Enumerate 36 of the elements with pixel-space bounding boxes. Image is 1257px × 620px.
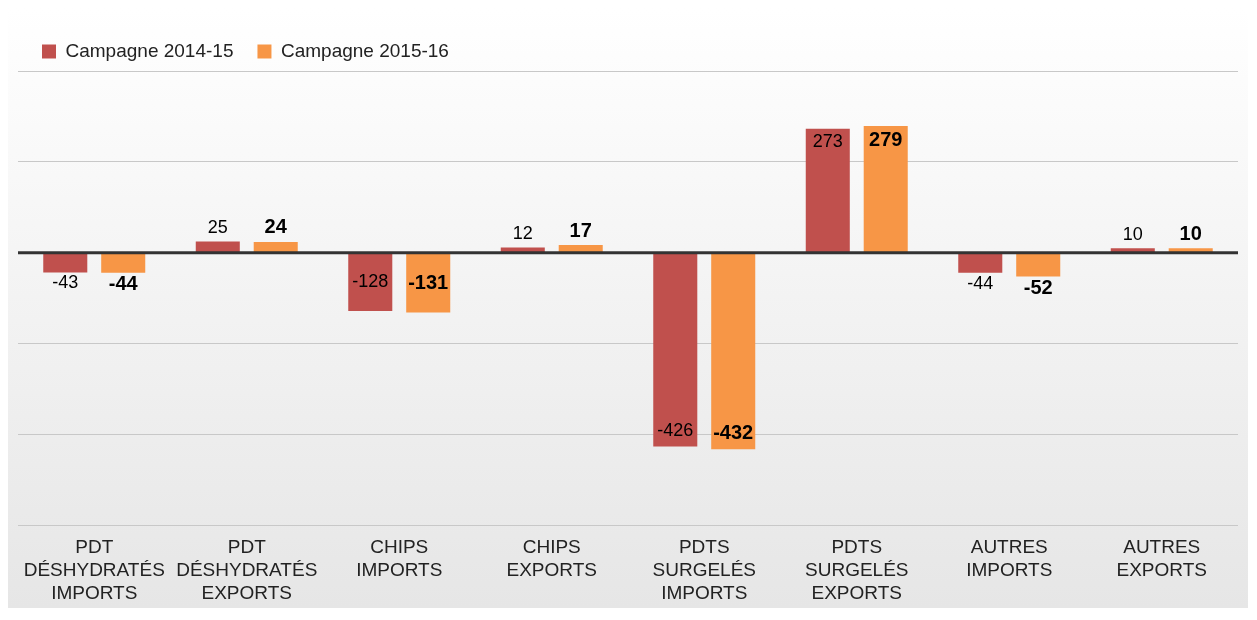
- x-tick-label: PDTS SURGELÉS EXPORTS: [805, 536, 909, 603]
- data-label: 24: [264, 215, 288, 238]
- data-label: -44: [967, 272, 994, 293]
- bar: [1016, 253, 1061, 277]
- data-label: 25: [207, 217, 228, 238]
- data-label: 12: [512, 223, 533, 244]
- legend-label: Campagne 2015-16: [280, 39, 449, 61]
- data-label: -44: [108, 272, 139, 295]
- bar: [863, 126, 908, 253]
- bar: [958, 253, 1003, 273]
- data-label: -128: [352, 271, 389, 292]
- data-label: -43: [52, 272, 79, 293]
- data-label: 10: [1122, 224, 1143, 245]
- bar: [805, 128, 850, 253]
- bar: [653, 253, 698, 447]
- data-label: 10: [1179, 221, 1202, 244]
- x-tick-label: PDTS SURGELÉS IMPORTS: [652, 536, 756, 603]
- bar: [348, 253, 393, 312]
- bar: [711, 253, 756, 450]
- x-tick-label: CHIPS EXPORTS: [506, 536, 597, 581]
- data-label: 17: [569, 218, 592, 241]
- data-label: -131: [408, 270, 449, 293]
- bar: [101, 253, 146, 273]
- data-label: 273: [812, 130, 843, 151]
- data-label: -52: [1023, 275, 1053, 298]
- x-tick-label: PDT DÉSHYDRATÉS EXPORTS: [176, 536, 318, 603]
- x-tick-label: AUTRES EXPORTS: [1116, 536, 1207, 581]
- x-tick-label: CHIPS IMPORTS: [356, 536, 443, 581]
- data-label: -426: [657, 420, 694, 441]
- x-tick-label: PDT DÉSHYDRATÉS IMPORTS: [23, 536, 165, 603]
- legend-label: Campagne 2014-15: [65, 39, 234, 61]
- data-label: -432: [713, 420, 754, 443]
- bar: [195, 241, 240, 253]
- x-tick-label: AUTRES IMPORTS: [966, 536, 1053, 581]
- data-label: 279: [869, 127, 903, 150]
- bar: [43, 253, 88, 273]
